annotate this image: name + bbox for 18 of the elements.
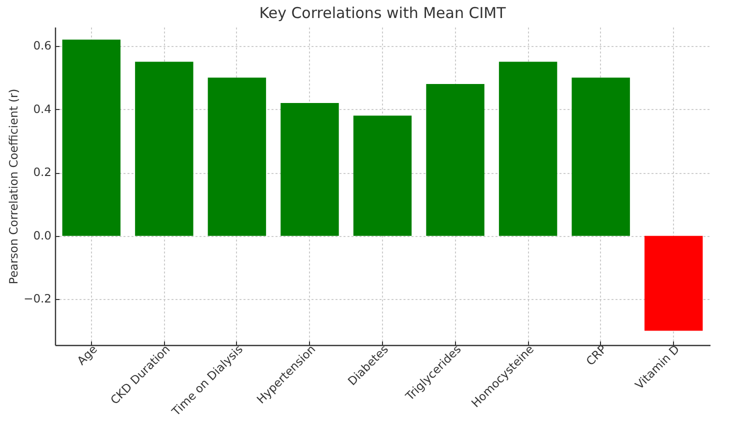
bar <box>208 78 266 236</box>
bar <box>572 78 630 236</box>
y-tick-label: 0.0 <box>33 228 52 242</box>
bar <box>280 102 339 236</box>
chart-title: Key Correlations with Mean CIMT <box>259 4 507 22</box>
bar <box>62 40 120 236</box>
x-tick-label: CRP <box>583 342 610 368</box>
bar <box>353 116 412 236</box>
y-tick-label: 0.2 <box>33 165 52 180</box>
y-tick-label: −0.2 <box>24 292 52 306</box>
bar <box>135 62 194 236</box>
y-tick-label: 0.4 <box>33 102 52 116</box>
y-axis-title: Pearson Correlation Coefficient (r) <box>6 88 21 284</box>
bar <box>498 62 558 236</box>
x-tick-label: Age <box>74 342 100 368</box>
y-tick-label: 0.6 <box>33 38 52 52</box>
bar <box>644 236 703 331</box>
bar <box>426 84 484 236</box>
